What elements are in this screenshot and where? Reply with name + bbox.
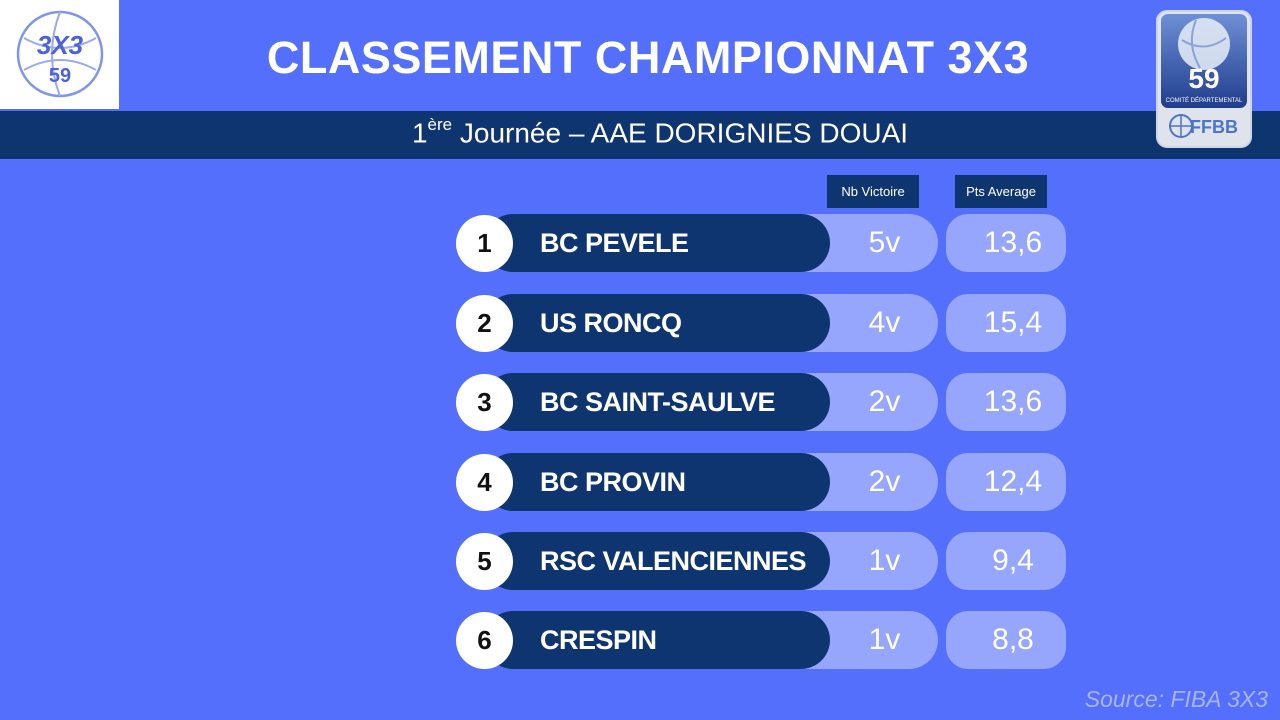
- team-bar: [484, 611, 830, 669]
- team-name: BC SAINT-SAULVE: [540, 386, 776, 417]
- average-cell: 15,4: [946, 294, 1066, 352]
- rank-badge: 4: [456, 454, 513, 511]
- rank-badge: 2: [456, 295, 513, 352]
- subtitle-band: [0, 111, 1280, 159]
- team-name: US RONCQ: [540, 307, 682, 338]
- team-bar: [484, 532, 830, 590]
- average-cell: 12,4: [946, 453, 1066, 511]
- team-bar: [484, 214, 830, 272]
- team-bar: [484, 373, 830, 431]
- source-note: Source: FIBA 3X3: [1084, 686, 1268, 712]
- team-bar: [484, 294, 830, 352]
- ranking-row: 12,4 2v BC PROVIN 4: [456, 453, 1076, 511]
- badge-caption: COMITÉ DÉPARTEMENTAL: [1166, 97, 1243, 104]
- ranking-row: 15,4 4v US RONCQ 2: [456, 294, 1076, 352]
- team-name: BC PROVIN: [540, 466, 686, 497]
- team-bar: [484, 453, 830, 511]
- subtitle-ordinal: ère: [427, 115, 453, 134]
- ffbb-badge: 59 COMITÉ DÉPARTEMENTAL FFBB: [1156, 10, 1252, 153]
- basketball-3x3-logo-icon: 3X3 59: [16, 10, 104, 98]
- rank-badge: 6: [456, 612, 513, 669]
- logo-text-59: 59: [49, 65, 71, 87]
- average-cell: 13,6: [946, 373, 1066, 431]
- team-name: CRESPIN: [540, 624, 657, 655]
- team-name: BC PEVELE: [540, 227, 689, 258]
- column-header-victories: Nb Victoire: [827, 175, 919, 208]
- subtitle-rank: 1: [411, 117, 428, 149]
- average-cell: 13,6: [946, 214, 1066, 272]
- column-header-average: Pts Average: [955, 175, 1047, 208]
- rank-badge: 5: [456, 533, 513, 590]
- logo-3x3: 3X3 59: [0, 0, 119, 109]
- rank-badge: 1: [456, 215, 513, 272]
- badge-brand: FFBB: [1190, 117, 1238, 137]
- ranking-row: 8,8 1v CRESPIN 6: [456, 611, 1076, 669]
- team-name: RSC VALENCIENNES: [540, 545, 807, 576]
- basketball-badge-icon: 59 COMITÉ DÉPARTEMENTAL FFBB: [1156, 10, 1252, 148]
- average-cell: 9,4: [946, 532, 1066, 590]
- rank-badge: 3: [456, 374, 513, 431]
- logo-text-3x3: 3X3: [37, 30, 84, 60]
- average-cell: 8,8: [946, 611, 1066, 669]
- page-subtitle: 1ère Journée – AAE DORIGNIES DOUAI: [0, 115, 1280, 149]
- ranking-row: 9,4 1v RSC VALENCIENNES 5: [456, 532, 1076, 590]
- badge-number: 59: [1188, 63, 1219, 94]
- page-title: CLASSEMENT CHAMPIONNAT 3X3: [266, 32, 1030, 83]
- ranking-row: 13,6 2v BC SAINT-SAULVE 3: [456, 373, 1076, 431]
- ranking-row: 13,6 5v BC PEVELE 1: [456, 214, 1076, 272]
- subtitle-text: Journée – AAE DORIGNIES DOUAI: [452, 117, 909, 149]
